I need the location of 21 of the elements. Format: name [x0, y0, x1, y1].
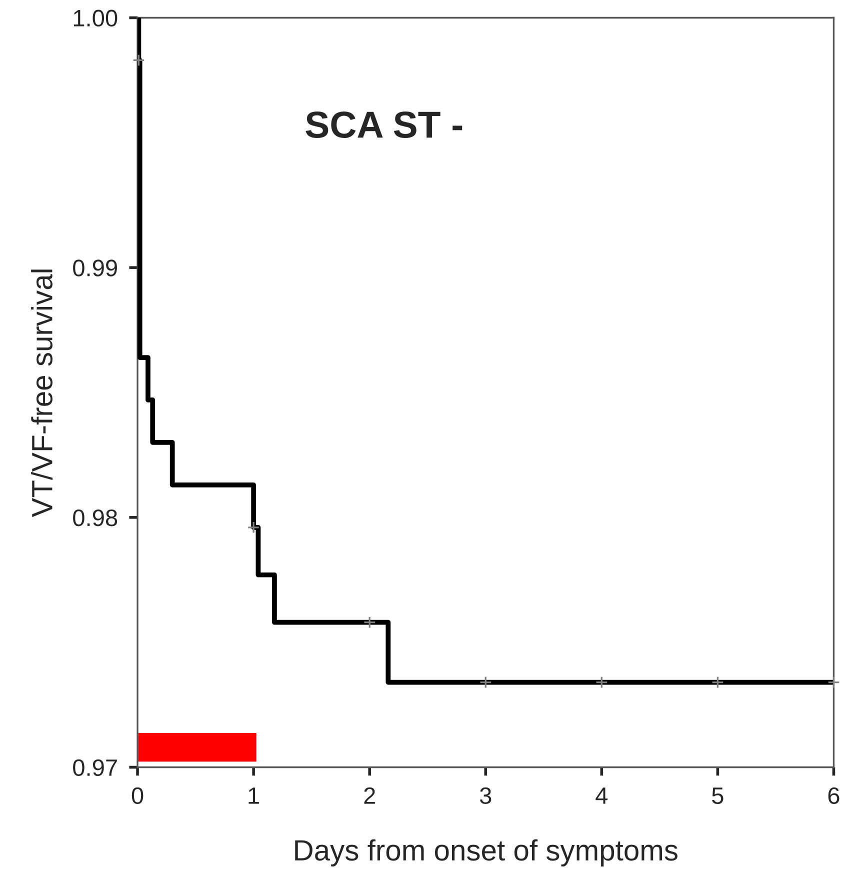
x-tick-label: 2 — [364, 787, 375, 804]
x-tick-label: 6 — [828, 787, 840, 804]
x-axis-title: Days from onset of symptoms — [295, 839, 678, 866]
annotation: SCA ST - — [306, 111, 462, 138]
x-tick-label: 3 — [480, 787, 492, 804]
y-tick-label: 1.00 — [74, 10, 118, 27]
point — [711, 676, 724, 689]
y-tick-label: 0.98 — [73, 509, 118, 526]
point — [363, 616, 376, 629]
point — [479, 676, 492, 689]
x-tick-label: 0 — [132, 787, 144, 804]
x-tick-label: 4 — [596, 788, 608, 804]
point — [828, 676, 840, 689]
x-tick-label: 1 — [248, 788, 259, 804]
x-tick-label: 5 — [712, 788, 724, 804]
y-tick-label: 0.97 — [73, 759, 117, 776]
point — [247, 521, 260, 534]
y-tick-label: 0.99 — [73, 260, 117, 276]
point — [132, 54, 145, 66]
point — [595, 676, 608, 689]
y-axis-title: VT/VF-free survival — [31, 270, 52, 518]
